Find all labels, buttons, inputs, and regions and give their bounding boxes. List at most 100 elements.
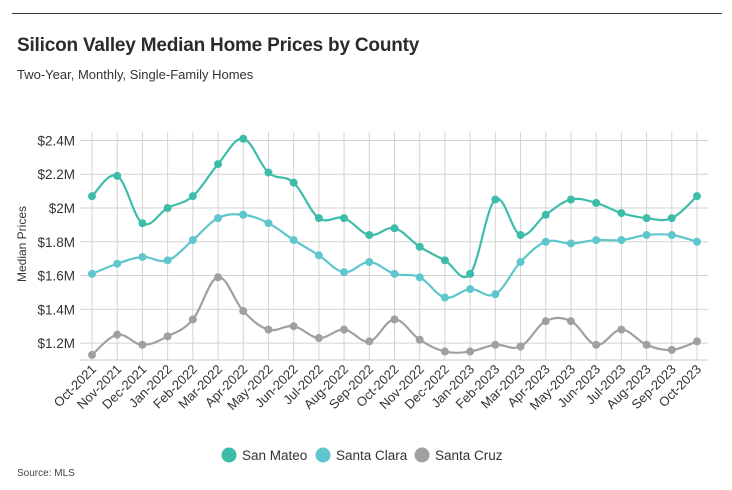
series-san-mateo — [88, 134, 701, 279]
data-point-santa-clara — [566, 239, 575, 248]
data-point-santa-cruz — [566, 317, 575, 326]
data-point-santa-clara — [163, 256, 172, 265]
data-point-san-mateo — [541, 210, 550, 219]
data-point-san-mateo — [340, 214, 349, 223]
data-point-santa-clara — [113, 259, 122, 268]
data-point-san-mateo — [693, 192, 701, 201]
data-point-san-mateo — [88, 192, 96, 201]
data-point-san-mateo — [390, 224, 399, 233]
data-point-san-mateo — [214, 160, 223, 169]
source-note: Source: MLS — [17, 468, 75, 479]
data-point-santa-clara — [390, 269, 399, 278]
data-point-santa-cruz — [239, 307, 248, 316]
data-point-san-mateo — [415, 242, 424, 251]
data-point-santa-clara — [466, 285, 475, 294]
data-point-santa-cruz — [314, 334, 323, 343]
legend-marker-santa-clara — [315, 447, 331, 463]
data-point-san-mateo — [289, 178, 298, 187]
data-point-santa-cruz — [466, 347, 475, 356]
data-point-san-mateo — [314, 214, 323, 223]
data-point-san-mateo — [466, 269, 475, 278]
y-tick-label: $1.4M — [37, 302, 75, 317]
data-point-santa-cruz — [264, 325, 273, 334]
data-point-san-mateo — [491, 195, 500, 204]
data-point-santa-cruz — [541, 317, 550, 326]
data-point-santa-cruz — [642, 340, 651, 349]
data-point-santa-cruz — [617, 325, 626, 334]
legend-item-santa-cruz: Santa Cruz — [414, 447, 503, 463]
chart-title: Silicon Valley Median Home Prices by Cou… — [17, 35, 420, 56]
data-point-santa-clara — [239, 210, 248, 219]
data-point-santa-cruz — [491, 340, 500, 349]
data-point-santa-clara — [314, 251, 323, 260]
data-point-santa-cruz — [592, 340, 601, 349]
legend-label-santa-clara: Santa Clara — [336, 448, 408, 463]
data-point-santa-cruz — [390, 315, 399, 324]
y-axis-label: Median Prices — [15, 206, 29, 282]
data-point-santa-clara — [642, 231, 651, 240]
data-point-san-mateo — [113, 171, 122, 180]
legend: San Mateo Santa Clara Santa Cruz — [221, 447, 503, 463]
data-point-santa-clara — [214, 214, 223, 223]
x-axis-tick-labels: Oct-2021Nov-2021Dec-2021Jan-2022Feb-2022… — [51, 362, 704, 413]
legend-label-santa-cruz: Santa Cruz — [435, 448, 503, 463]
legend-item-santa-clara: Santa Clara — [315, 447, 408, 463]
data-point-san-mateo — [642, 214, 651, 223]
data-point-santa-clara — [592, 236, 601, 245]
data-point-santa-cruz — [188, 315, 197, 324]
data-point-santa-cruz — [113, 330, 122, 339]
data-point-santa-cruz — [88, 350, 96, 359]
grid-lines — [80, 132, 708, 361]
data-point-san-mateo — [239, 134, 248, 143]
y-tick-label: $1.6M — [37, 269, 75, 284]
y-tick-label: $2M — [49, 201, 75, 216]
data-point-santa-clara — [188, 236, 197, 245]
data-point-santa-cruz — [415, 335, 424, 344]
data-point-santa-cruz — [289, 322, 298, 331]
data-point-santa-clara — [289, 236, 298, 245]
data-point-san-mateo — [264, 168, 273, 177]
data-point-santa-clara — [365, 258, 374, 267]
series-lines — [88, 134, 701, 359]
data-point-santa-clara — [440, 293, 449, 302]
data-point-santa-clara — [667, 231, 676, 240]
data-point-santa-clara — [516, 258, 525, 267]
chart-subtitle: Two-Year, Monthly, Single-Family Homes — [17, 67, 254, 82]
data-point-santa-cruz — [340, 325, 349, 334]
data-point-santa-clara — [541, 237, 550, 246]
y-tick-label: $2.2M — [37, 167, 75, 182]
data-point-san-mateo — [592, 198, 601, 207]
data-point-santa-cruz — [516, 342, 525, 351]
top-rule — [12, 13, 722, 14]
data-point-santa-cruz — [693, 337, 701, 346]
y-axis-tick-labels: $1.2M $1.4M $1.6M $1.8M $2M $2.2M $2.4M — [37, 133, 75, 351]
data-point-san-mateo — [365, 231, 374, 240]
legend-item-san-mateo: San Mateo — [221, 447, 307, 463]
data-point-santa-clara — [264, 219, 273, 228]
legend-marker-santa-cruz — [414, 447, 430, 463]
data-point-santa-clara — [415, 273, 424, 282]
y-tick-label: $2.4M — [37, 133, 75, 148]
data-point-santa-cruz — [163, 332, 172, 341]
data-point-santa-clara — [491, 290, 500, 299]
y-tick-label: $1.2M — [37, 336, 75, 351]
series-santa-clara — [88, 210, 701, 302]
data-point-santa-clara — [88, 269, 96, 278]
data-point-san-mateo — [163, 204, 172, 212]
data-point-san-mateo — [566, 195, 575, 204]
data-point-santa-clara — [340, 268, 349, 277]
legend-marker-san-mateo — [221, 447, 237, 463]
data-point-santa-clara — [138, 252, 147, 261]
data-point-santa-cruz — [214, 273, 223, 282]
data-point-san-mateo — [440, 256, 449, 265]
data-point-san-mateo — [667, 214, 676, 223]
data-point-santa-cruz — [667, 345, 676, 354]
series-santa-cruz — [88, 273, 701, 359]
legend-label-san-mateo: San Mateo — [242, 448, 307, 463]
data-point-santa-cruz — [365, 337, 374, 346]
data-point-san-mateo — [516, 231, 525, 240]
data-point-san-mateo — [188, 192, 197, 201]
data-point-santa-cruz — [440, 347, 449, 356]
data-point-san-mateo — [138, 219, 147, 228]
